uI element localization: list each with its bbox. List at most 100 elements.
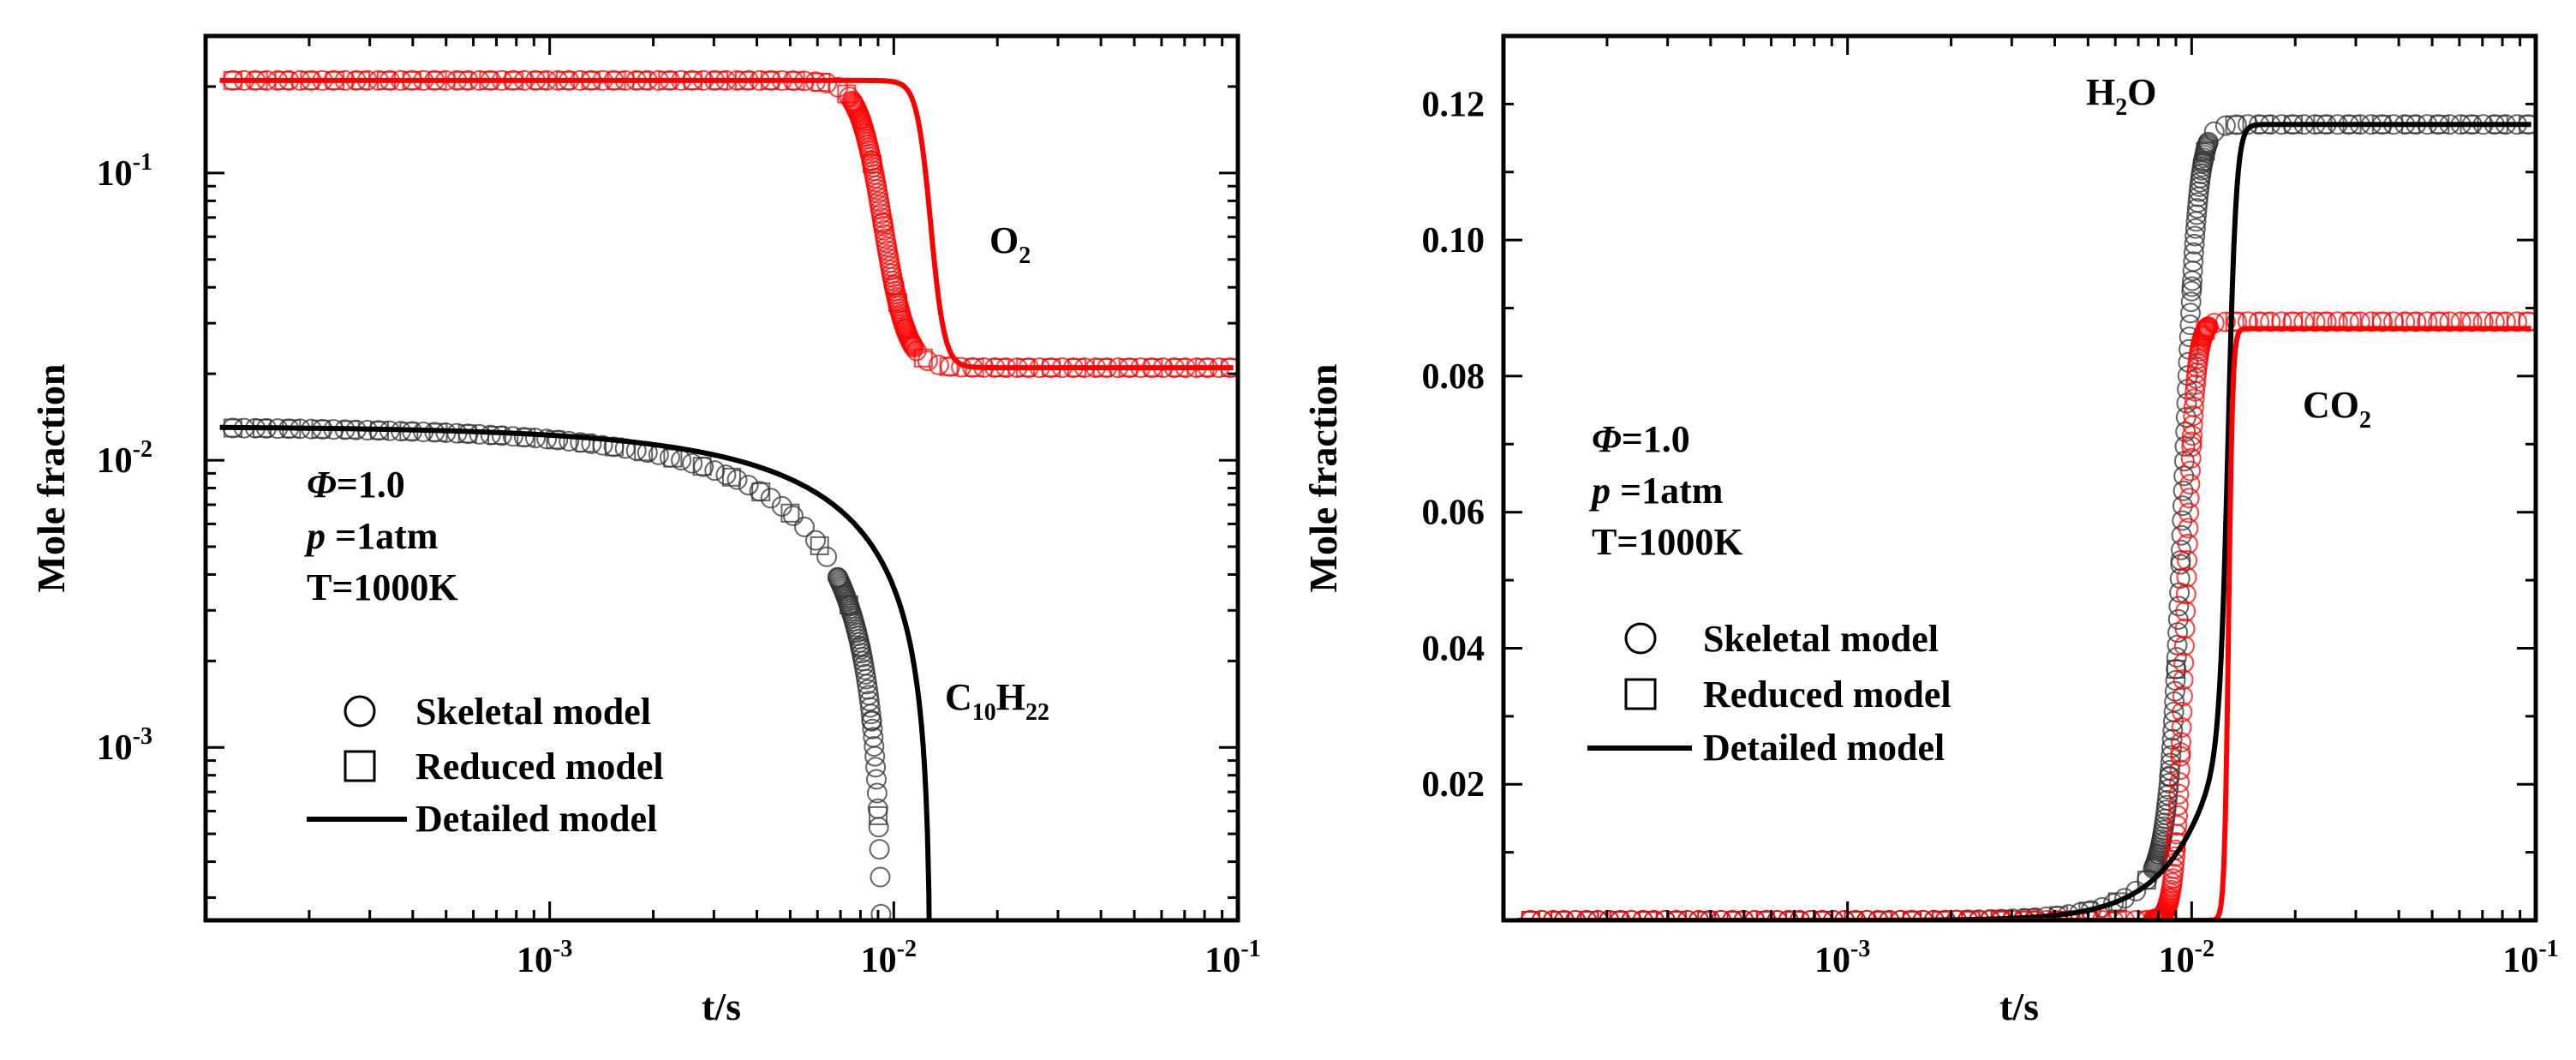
right-chart-panel: 10-3 10-2 10-10.020.040.060.080.100.12 t/s… [1301,33,2559,1028]
o2-skeletal-marker [928,354,949,375]
h2o-skeletal-marker [2172,510,2193,531]
co2-skeletal-marker [2171,716,2192,738]
left-phi-condition: Φ=1.0 [307,464,405,506]
h2o-skeletal-marker [2187,192,2208,213]
co2-reduced-marker [1903,911,1922,920]
co2-skeletal-marker [2185,374,2206,395]
co2-skeletal-marker [2183,405,2204,427]
co2-skeletal-marker [2167,805,2189,826]
co2-reduced-marker [2225,312,2244,332]
co2-skeletal-marker [2181,436,2202,458]
legend-square-marker [344,750,376,782]
co2-skeletal-marker [2169,759,2190,781]
fuel-skeletal-marker [660,446,680,468]
co2-reduced-marker [1844,911,1863,920]
co2-reduced-marker [1990,911,2010,920]
co2-skeletal-marker [2179,474,2201,494]
fuel-skeletal-marker [866,782,888,804]
fuel-reduced-marker [780,503,800,523]
legend-square-marker [1624,678,1657,710]
right-plot-frame [1501,33,2538,923]
fuel-reduced-marker [751,482,771,502]
fuel-skeletal-marker [715,464,737,486]
left-chart-panel: 10-3 10-2 10-110-310-210-1 t/s Mole fracti… [29,33,1261,1028]
right-temperature-condition: T=1000K [1592,521,1743,563]
y-tick-label: 0.02 [1422,765,1485,805]
h2o-skeletal-marker [2184,233,2205,255]
left-temperature-condition: T=1000K [307,566,458,608]
right-plot-data [1517,114,2536,920]
h2o-skeletal-marker [2183,242,2204,263]
h2o-o: O [2127,71,2156,113]
fuel-skeletal-marker [865,757,887,778]
co2-reduced-marker [1609,911,1629,920]
fuel-skeletal-marker [868,817,889,838]
x-tick-base: 10 [2159,941,2195,980]
y-tick-exp: -2 [133,436,152,463]
co2-reduced-marker [1873,911,1892,920]
fuel-skeletal-marker [682,452,703,474]
h2o-skeletal-marker [2125,880,2147,901]
right-legend-reduced: Reduced model [1703,674,1951,716]
co2-reduced-marker [1668,911,1687,920]
fuel-reduced-marker [810,536,829,555]
h2o-skeletal-marker [2173,480,2194,501]
co2-skeletal-marker [2177,533,2198,554]
fuel-skeletal-marker [862,718,883,740]
co2-skeletal-marker [2173,635,2195,656]
x-tick-exp: -1 [2538,936,2558,962]
h2o-skeletal-marker [2159,766,2180,788]
right-legend-detailed: Detailed model [1703,727,1945,769]
co2-skeletal-marker [1800,910,1821,920]
left-pressure-value: =1atm [326,515,438,557]
co2-skeletal-marker [2171,732,2191,753]
o2-reduced-marker [837,84,857,104]
y-tick-label: 0.08 [1422,357,1485,397]
o2-reduced-marker [939,356,959,376]
h2o-skeletal-marker [2167,634,2188,656]
co2-sub: 2 [2359,407,2371,434]
co2-skeletal-marker [1654,910,1676,920]
x-tick-exp: -2 [2195,936,2214,962]
h2o-skeletal-marker [2185,218,2206,239]
co2-skeletal-marker [2125,910,2147,920]
co2-skeletal-marker [2180,447,2202,469]
left-phi-value: =1.0 [337,464,405,506]
fuel-h: H [996,676,1025,718]
co2-skeletal-marker [1565,910,1587,920]
left-legend-reduced: Reduced model [415,746,664,788]
h2o-skeletal-marker [2171,539,2191,560]
fuel-skeletal-marker [870,903,892,920]
fuel-reduced-marker [869,805,888,825]
right-h2o-label: H2O [2086,71,2156,121]
h2o-reduced-marker [2196,141,2215,161]
fuel-reduced-marker [575,433,595,452]
fuel-skeletal-marker [869,839,890,860]
co2-skeletal-marker [2176,566,2197,588]
co2-reduced-marker [1638,911,1658,920]
co2-skeletal-marker [2173,669,2194,691]
h2o-skeletal-marker [2183,251,2204,272]
co2-skeletal-marker [2174,618,2196,639]
o2-reduced-marker [888,293,907,313]
fuel-skeletal-marker [858,691,880,712]
y-tick-exp: -1 [133,149,152,176]
x-tick-exp: -2 [897,936,917,962]
left-legend-skeletal: Skeletal model [415,691,651,733]
left-legend-detailed: Detailed model [415,798,657,840]
y-tick-label: 0.12 [1422,85,1485,124]
fuel-skeletal-marker [559,430,580,452]
fuel-reduced-marker [546,430,565,450]
fuel-skeletal-marker [805,530,826,551]
fuel-skeletal-marker [864,736,885,757]
co2-skeletal-marker [1744,910,1766,920]
co2-reduced-marker [2107,911,2127,920]
h2o-skeletal-marker [2175,407,2196,428]
co2-skeletal-marker [2170,746,2191,767]
left-y-axis-title: Mole fraction [29,364,73,593]
right-legend-skeletal: Skeletal model [1703,618,1939,660]
fuel-skeletal-marker [782,505,804,526]
fuel-skeletal-marker [864,746,886,767]
left-legend: Skeletal model Reduced model Detailed mo… [307,691,664,840]
